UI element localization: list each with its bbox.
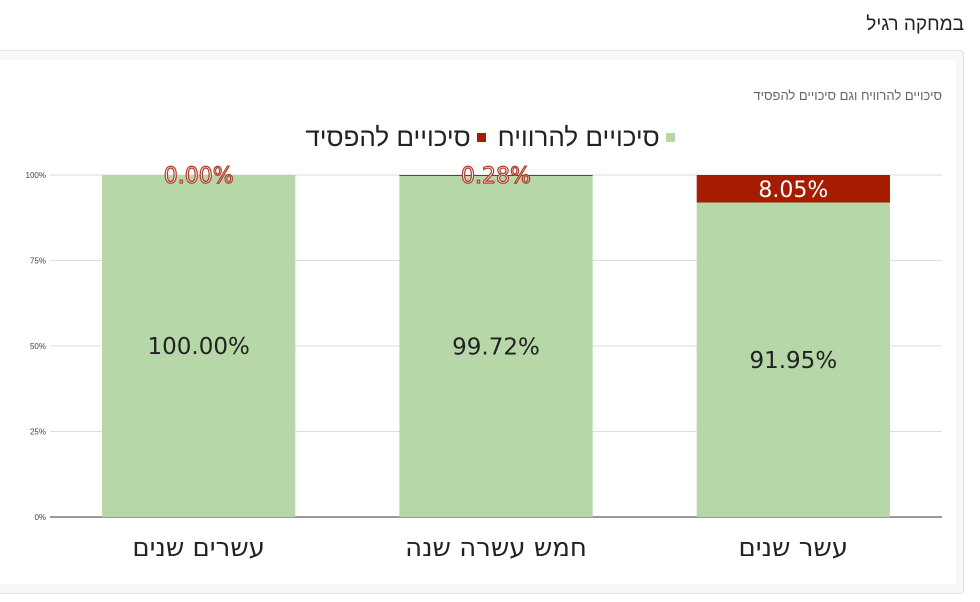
data-label-win: 99.72% bbox=[452, 334, 540, 360]
bar-win bbox=[399, 175, 593, 518]
legend-label-loss: סיכויים להפסיד bbox=[305, 122, 471, 152]
y-tick-label: 75% bbox=[30, 257, 46, 266]
labels-layer: 91.95% 8.05% עשר שנים 99.72% 0.28% חמש עשרה ש… bbox=[132, 163, 849, 563]
y-tick-label: 100% bbox=[26, 171, 46, 180]
bars-layer bbox=[102, 175, 890, 518]
x-category-label: עשר שנים bbox=[739, 533, 849, 563]
data-label-loss: 0.00% bbox=[164, 164, 234, 189]
y-tick-label: 25% bbox=[30, 428, 46, 437]
x-category-label: עשרים שנים bbox=[132, 533, 265, 563]
data-label-win: 91.95% bbox=[749, 348, 837, 374]
bar-loss bbox=[696, 175, 890, 203]
bar-win bbox=[696, 202, 890, 517]
chart-legend: סיכויים להרוויח סיכויים להפסיד bbox=[0, 122, 980, 153]
data-label-loss: 0.28% bbox=[461, 164, 531, 189]
legend-swatch-loss bbox=[476, 133, 486, 142]
y-tick-label: 50% bbox=[30, 342, 46, 351]
data-label-win: 100.00% bbox=[147, 334, 249, 360]
bar-loss bbox=[399, 175, 593, 176]
legend-item-loss: סיכויים להפסיד bbox=[305, 122, 486, 153]
legend-label-win: סיכויים להרוויח bbox=[497, 122, 660, 152]
chart-title: סיכויים להרוויח וגם סיכויים להפסיד bbox=[753, 88, 942, 103]
legend-item-win: סיכויים להרוויח bbox=[498, 122, 675, 153]
y-tick-label: 0% bbox=[34, 513, 46, 522]
data-label-loss: 8.05% bbox=[758, 178, 828, 203]
legend-swatch-win bbox=[665, 133, 675, 142]
bar-win bbox=[102, 175, 296, 517]
x-category-label: חמש עשרה שנה bbox=[405, 533, 587, 563]
page-heading: במחקה רגיל bbox=[866, 14, 964, 35]
